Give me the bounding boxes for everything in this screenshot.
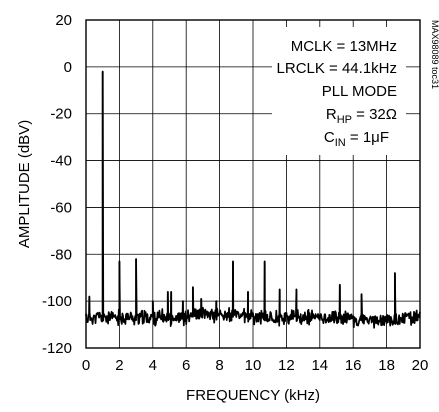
x-tick-label: 16: [345, 357, 362, 374]
y-axis-ticks: 20 0 -20 -40 -60 -80 -100 -120: [42, 12, 72, 357]
x-tick-label: 6: [182, 357, 190, 374]
y-tick-label: 0: [64, 59, 72, 76]
annotation-block: MCLK = 13MHz LRCLK = 44.1kHz PLL MODE RH…: [277, 38, 397, 149]
y-tick-label: -20: [50, 106, 72, 123]
plot-frame: [85, 19, 421, 349]
x-axis-ticks: 0 2 4 6 8 10 12 14 16 18 20: [82, 357, 429, 374]
spectrum-layer: [85, 70, 421, 329]
annotation-rhp: RHP = 32Ω: [326, 106, 397, 126]
annotation-cin-value: = 1μF: [346, 129, 389, 146]
annotation-box-background: [272, 27, 406, 155]
y-tick-label: -100: [42, 293, 72, 310]
annotation-rhp-value: = 32Ω: [352, 106, 397, 123]
x-tick-label: 18: [378, 357, 395, 374]
x-axis-label: FREQUENCY (kHz): [186, 387, 320, 404]
y-tick-label: -60: [50, 199, 72, 216]
annotation-mclk: MCLK = 13MHz: [291, 38, 397, 55]
annotation-rhp-main: R: [326, 106, 337, 123]
y-tick-label: -80: [50, 246, 72, 263]
x-tick-label: 20: [412, 357, 429, 374]
y-axis-label: AMPLITUDE (dBV): [16, 120, 33, 248]
annotation-mode: PLL MODE: [322, 83, 397, 100]
x-tick-label: 0: [82, 357, 90, 374]
x-tick-label: 4: [149, 357, 157, 374]
annotation-rhp-sub: HP: [337, 114, 352, 126]
figure-id-label: MAX98089 toc31: [430, 20, 439, 89]
annotation-lrclk: LRCLK = 44.1kHz: [277, 60, 397, 77]
annotation-cin: CIN = 1μF: [324, 129, 389, 149]
annotation-cin-main: C: [324, 129, 335, 146]
y-tick-label: -120: [42, 340, 72, 357]
x-tick-label: 2: [115, 357, 123, 374]
y-tick-label: 20: [55, 12, 72, 29]
annotation-cin-sub: IN: [335, 137, 346, 149]
x-tick-label: 10: [245, 357, 262, 374]
y-tick-label: -40: [50, 153, 72, 170]
x-tick-label: 14: [311, 357, 328, 374]
x-tick-label: 8: [215, 357, 223, 374]
x-tick-label: 12: [278, 357, 295, 374]
